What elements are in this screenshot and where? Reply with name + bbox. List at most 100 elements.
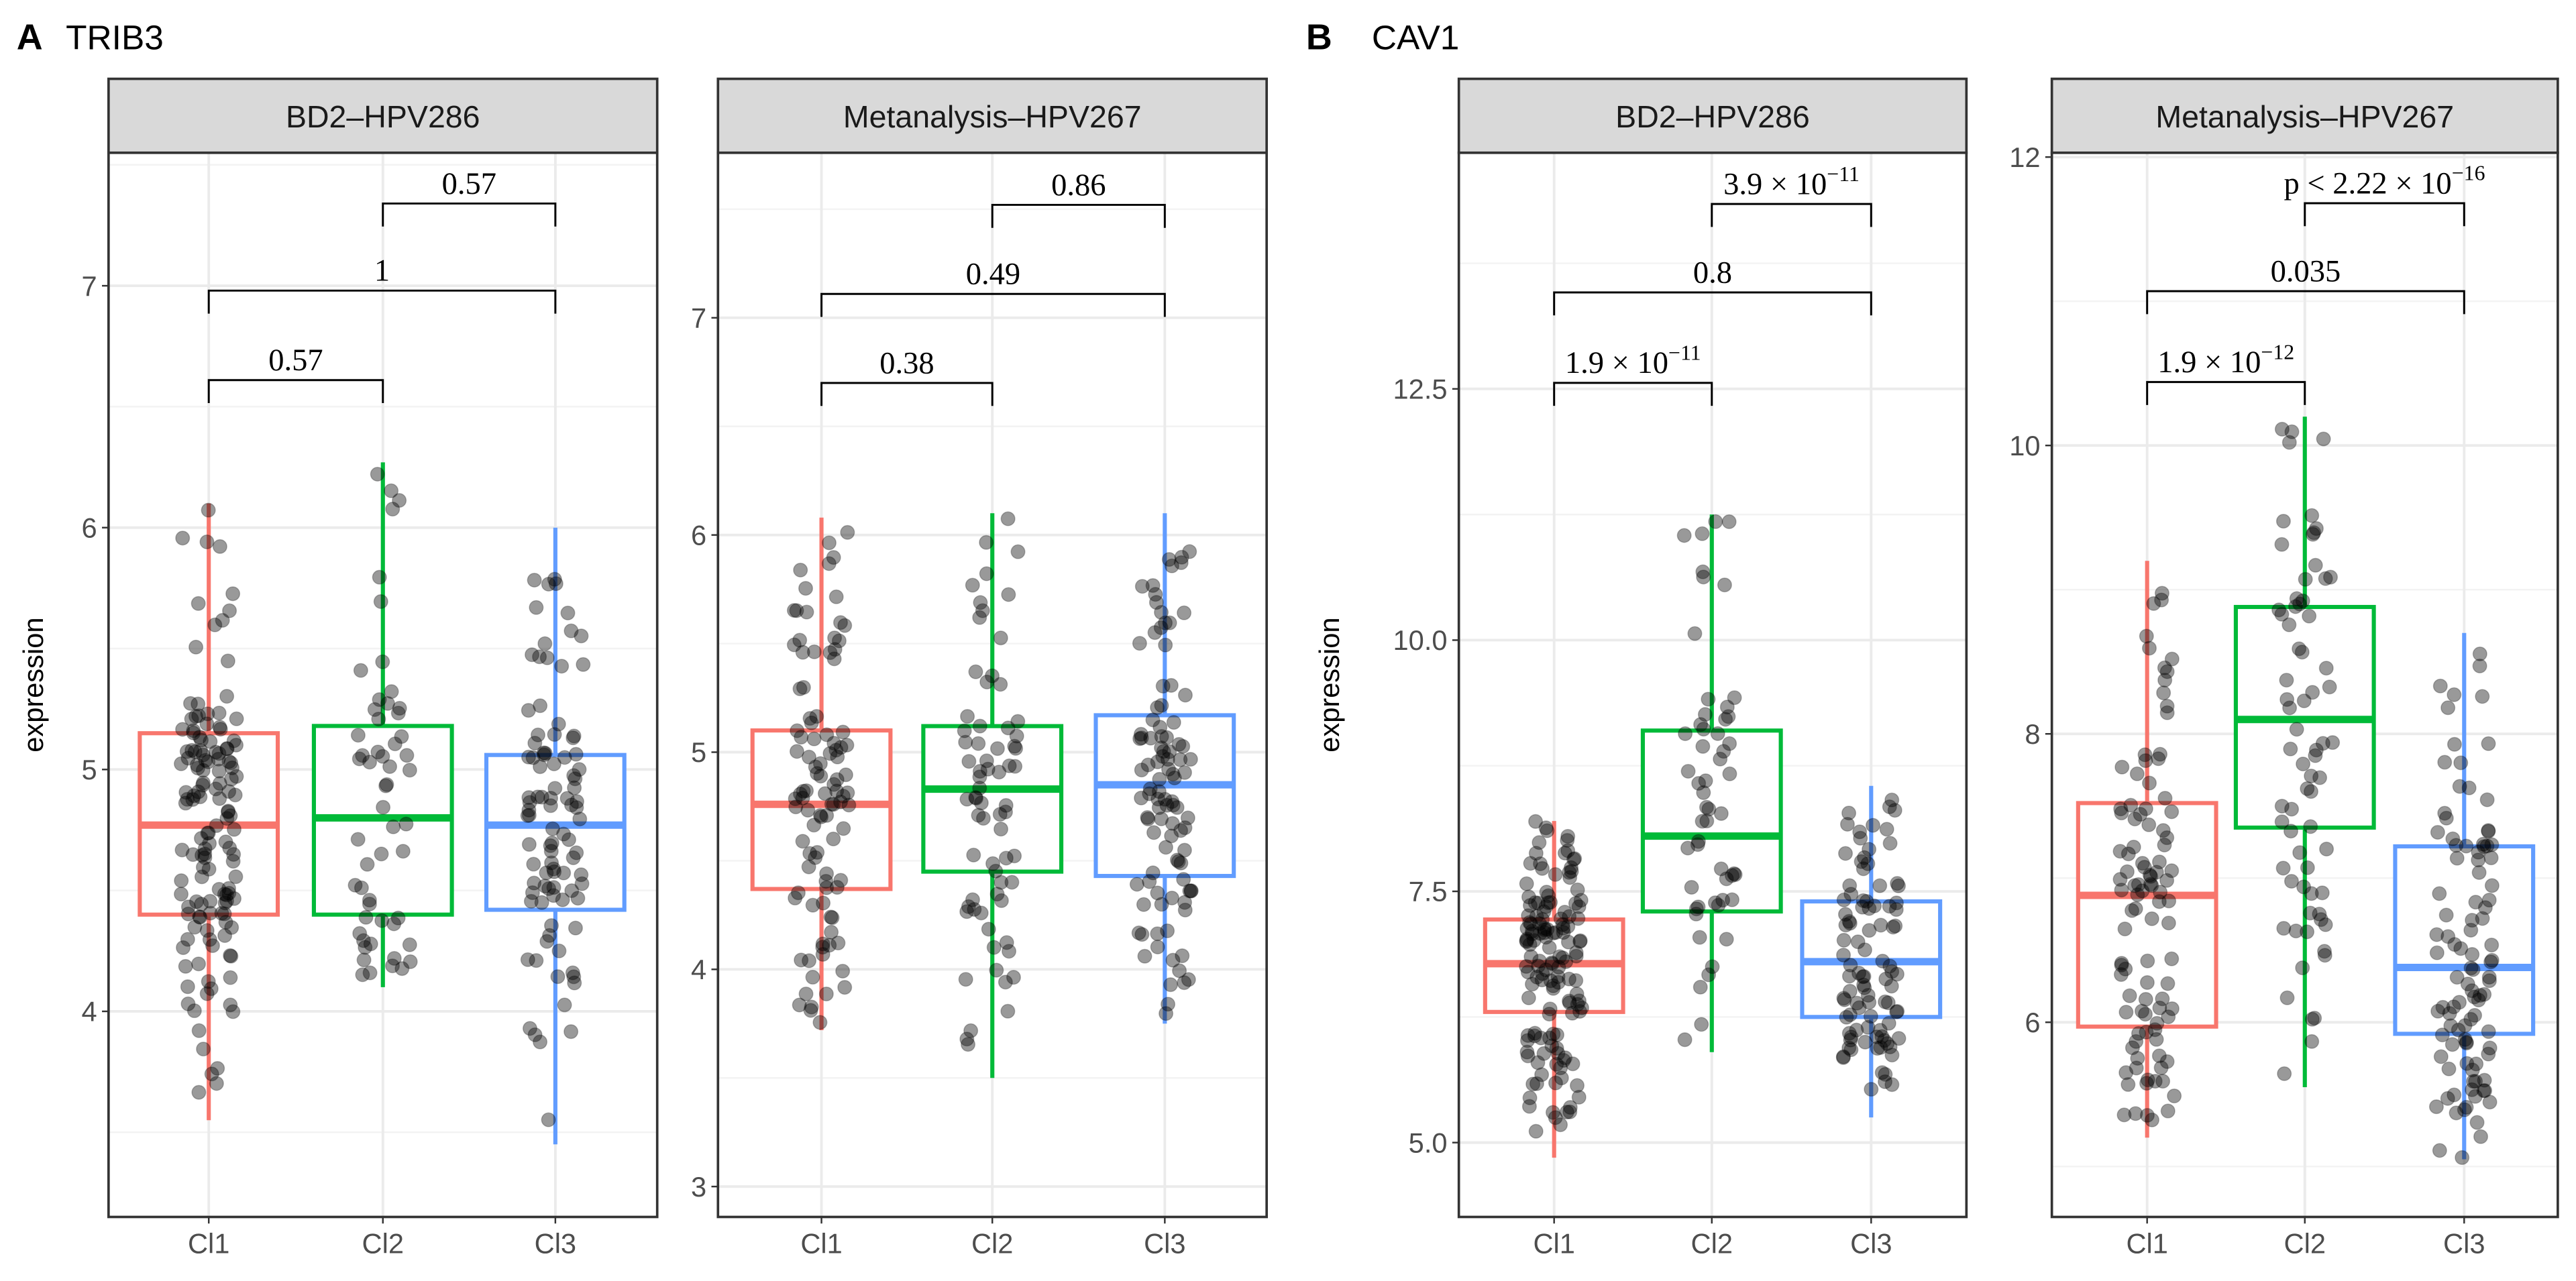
data-point <box>2449 1105 2464 1121</box>
data-point <box>199 923 215 938</box>
data-point <box>191 1084 207 1100</box>
data-point <box>1869 1029 1884 1045</box>
data-point <box>2447 937 2463 952</box>
data-point <box>837 618 853 633</box>
data-point <box>1695 564 1711 579</box>
data-point <box>367 702 382 717</box>
data-point <box>1165 767 1181 782</box>
data-point <box>979 674 995 689</box>
data-point <box>194 869 209 885</box>
data-point <box>1528 814 1544 829</box>
data-point <box>2129 1060 2144 1076</box>
data-point <box>837 980 853 995</box>
data-point <box>1006 970 1021 985</box>
data-point <box>1181 972 1196 987</box>
data-point <box>1520 964 1536 980</box>
data-point <box>1724 892 1739 907</box>
data-point <box>835 963 851 979</box>
data-point <box>1849 995 1865 1011</box>
data-point <box>204 1066 219 1082</box>
data-point <box>2155 991 2170 1007</box>
data-point <box>1159 1006 1174 1021</box>
y-tick-label: 5 <box>691 736 706 768</box>
data-point <box>989 962 1004 978</box>
data-point <box>2123 797 2139 813</box>
data-point <box>1537 920 1552 936</box>
data-point <box>1160 923 1175 938</box>
data-point <box>957 723 972 738</box>
data-point <box>543 838 558 853</box>
data-point <box>1727 867 1743 883</box>
p-value-base: 0.035 <box>2271 254 2341 288</box>
data-point <box>2468 1074 2483 1089</box>
data-point <box>565 965 580 981</box>
data-point <box>1158 840 1173 855</box>
data-point <box>2160 976 2176 991</box>
data-point <box>2294 645 2310 660</box>
data-point <box>195 860 211 875</box>
data-point <box>2479 838 2495 854</box>
data-point <box>545 821 560 836</box>
data-point <box>1859 893 1874 909</box>
data-point <box>1882 836 1898 851</box>
data-point <box>2147 1022 2163 1038</box>
data-point <box>226 822 242 837</box>
data-point <box>559 791 575 806</box>
data-point <box>217 887 232 902</box>
data-point <box>972 718 987 734</box>
data-point <box>2128 1106 2143 1121</box>
data-point <box>1004 875 1020 890</box>
data-point <box>574 876 590 891</box>
data-point <box>544 835 559 850</box>
facet-strip <box>1457 77 1968 154</box>
data-point <box>2114 883 2129 898</box>
data-point <box>2464 983 2479 999</box>
data-point <box>222 603 237 618</box>
data-point <box>1549 1056 1564 1072</box>
data-point <box>1564 860 1579 875</box>
data-point <box>1560 843 1576 858</box>
p-value-label: 1 <box>374 254 390 288</box>
data-point <box>1542 940 1557 955</box>
data-point <box>1836 948 1851 963</box>
p-value-base: p < 2.22 × 10 <box>2284 166 2452 201</box>
data-point <box>2271 602 2287 618</box>
data-point <box>371 712 386 727</box>
data-point <box>223 970 238 985</box>
data-point <box>1721 709 1736 724</box>
data-point <box>226 891 242 906</box>
data-point <box>1843 1032 1858 1048</box>
data-point <box>2289 722 2304 737</box>
data-point <box>1129 877 1144 892</box>
data-point <box>1159 730 1175 745</box>
data-point <box>520 808 535 824</box>
data-point <box>537 747 552 763</box>
data-point <box>1836 991 1851 1006</box>
data-point <box>398 816 414 832</box>
data-point <box>815 936 830 952</box>
data-point <box>1878 971 1894 987</box>
data-point <box>564 883 580 899</box>
data-point <box>818 874 834 889</box>
data-point <box>191 696 206 712</box>
data-point <box>2484 938 2500 953</box>
data-point <box>830 936 846 951</box>
data-point <box>2479 792 2495 807</box>
data-point <box>2164 863 2180 879</box>
data-point <box>1546 981 1561 996</box>
data-point <box>792 681 808 697</box>
data-point <box>2157 673 2173 688</box>
data-point <box>1164 828 1179 844</box>
data-point <box>2298 571 2313 587</box>
data-point <box>2276 921 2292 936</box>
data-point <box>374 913 390 928</box>
data-point <box>986 940 1002 955</box>
data-point <box>2481 824 2496 839</box>
data-point <box>1539 885 1554 900</box>
data-point <box>817 786 833 801</box>
data-point <box>1166 715 1181 730</box>
data-point <box>2155 823 2171 838</box>
data-point <box>2157 660 2172 675</box>
data-point <box>963 1023 979 1038</box>
data-point <box>2447 736 2462 752</box>
